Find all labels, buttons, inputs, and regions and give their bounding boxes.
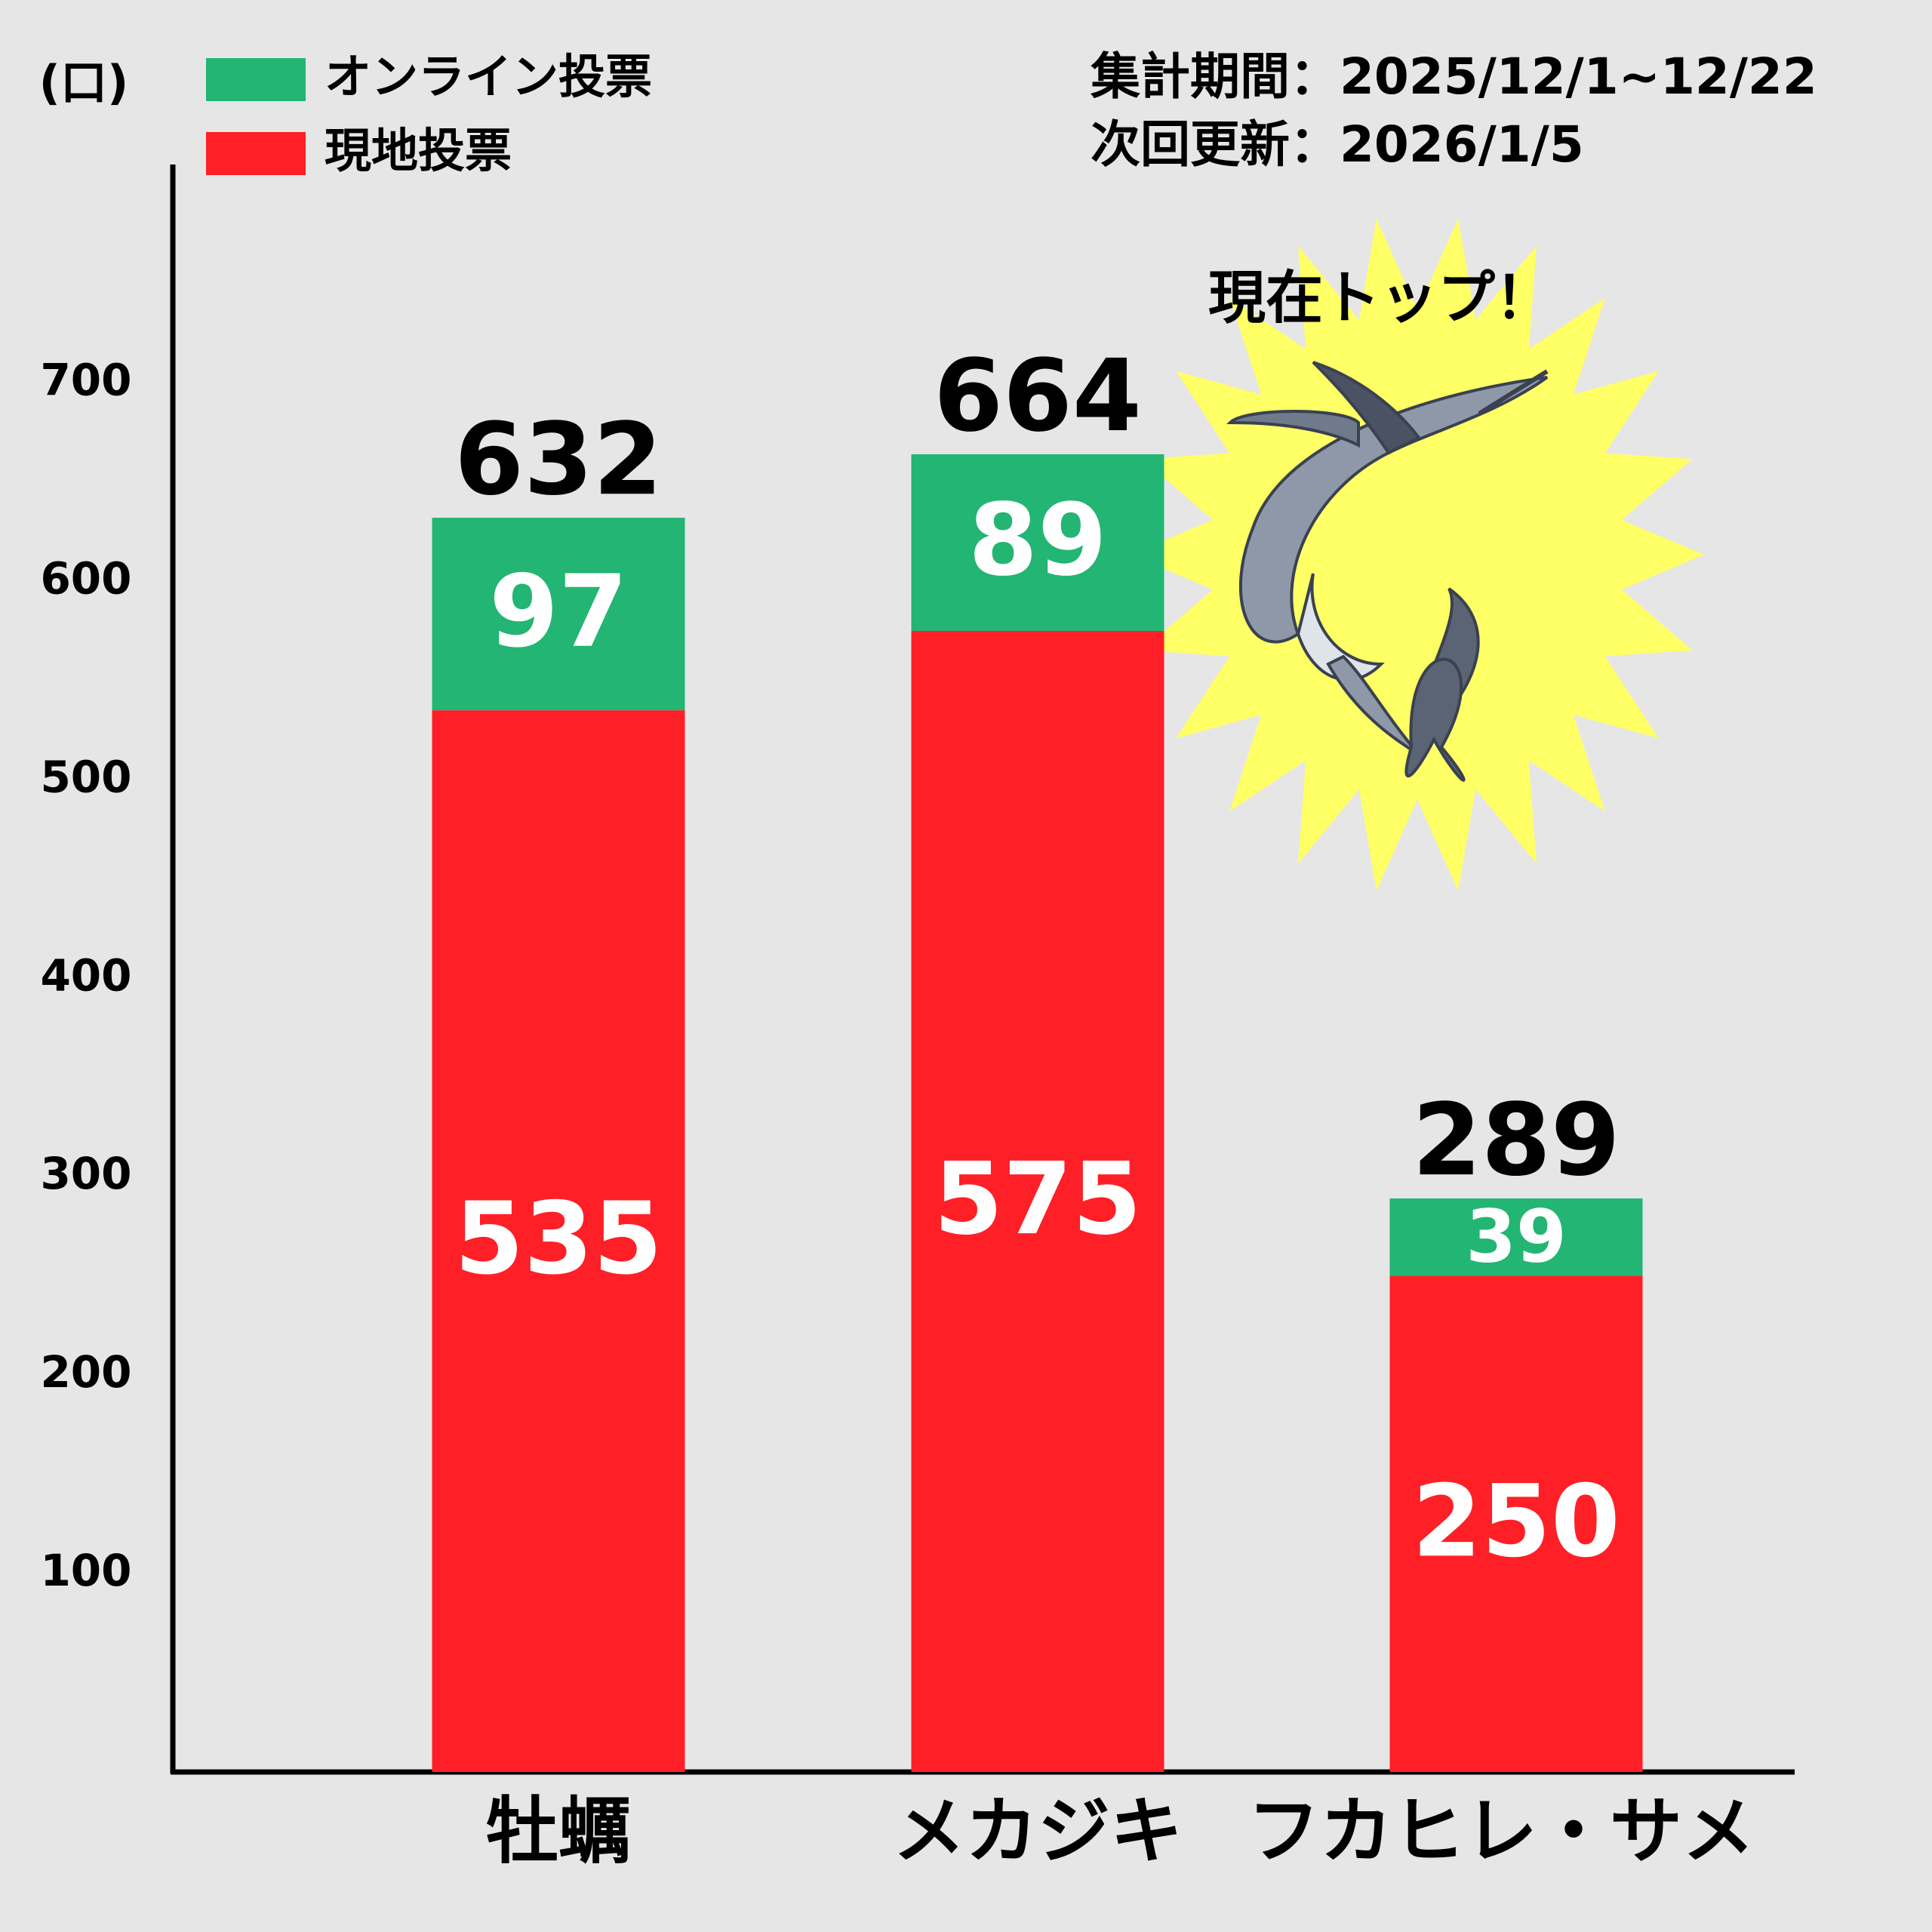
total-label: 632 xyxy=(454,401,663,518)
y-tick-label: 600 xyxy=(40,552,131,604)
next-update: 次回更新：2026/1/5 xyxy=(1091,115,1584,174)
bar-segment xyxy=(1389,1275,1643,1772)
total-label: 289 xyxy=(1412,1082,1620,1198)
value-label: 535 xyxy=(454,1181,663,1297)
value-label: 575 xyxy=(934,1141,1142,1257)
annotation: 現在トップ！ xyxy=(1208,264,1552,331)
value-label: 39 xyxy=(1466,1195,1567,1279)
total-label: 664 xyxy=(934,338,1142,454)
legend-swatch xyxy=(206,58,306,101)
value-label: 250 xyxy=(1412,1463,1620,1580)
bar-segment xyxy=(432,710,685,1772)
y-tick-label: 200 xyxy=(40,1346,131,1398)
value-label: 97 xyxy=(489,554,628,670)
x-tick-label: メカジキ xyxy=(893,1789,1183,1873)
y-tick-label: 100 xyxy=(40,1545,131,1596)
y-tick-label: 400 xyxy=(40,949,131,1001)
y-tick-label: 500 xyxy=(40,751,131,802)
unit-label: (口) xyxy=(39,55,129,110)
x-tick-label: 牡蠣 xyxy=(486,1789,631,1873)
legend-swatch xyxy=(206,132,306,175)
bar-segment xyxy=(432,518,685,711)
legend-label: 現地投票 xyxy=(325,123,512,178)
value-label: 89 xyxy=(968,482,1107,598)
x-tick-label: フカヒレ・サメ xyxy=(1247,1789,1755,1873)
bar-segment xyxy=(911,630,1164,1773)
marlin-illustration xyxy=(1226,361,1549,782)
bar-segment xyxy=(1389,1198,1643,1276)
y-tick-label: 300 xyxy=(40,1148,131,1199)
legend-label: オンライン投票 xyxy=(325,49,652,104)
y-tick-label: 700 xyxy=(40,354,131,405)
bar-segment xyxy=(911,454,1164,631)
starburst xyxy=(1131,218,1704,891)
period: 集計期間：2025/12/1~12/22 xyxy=(1090,48,1817,106)
